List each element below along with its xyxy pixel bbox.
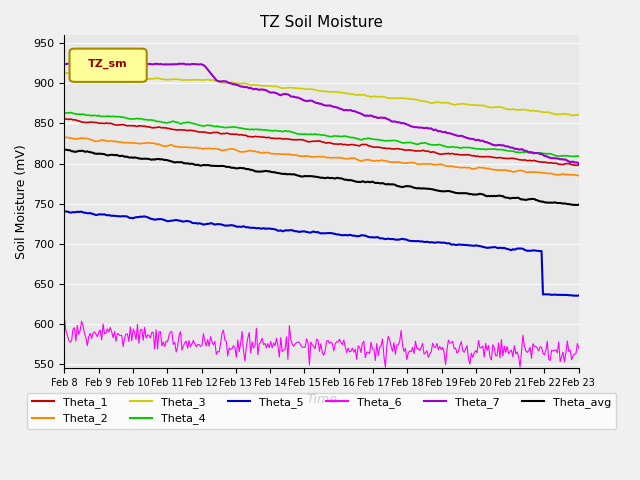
Y-axis label: Soil Moisture (mV): Soil Moisture (mV): [15, 144, 28, 259]
Title: TZ Soil Moisture: TZ Soil Moisture: [260, 15, 383, 30]
Legend: Theta_1, Theta_2, Theta_3, Theta_4, Theta_5, Theta_6, Theta_7, Theta_avg: Theta_1, Theta_2, Theta_3, Theta_4, Thet…: [28, 393, 616, 429]
Text: TZ_sm: TZ_sm: [88, 59, 128, 70]
FancyBboxPatch shape: [70, 48, 147, 82]
X-axis label: Time: Time: [306, 393, 337, 406]
